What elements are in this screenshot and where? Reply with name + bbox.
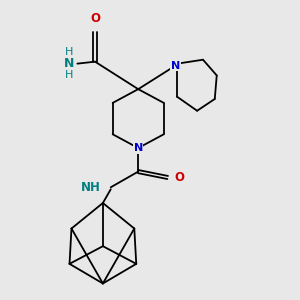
Text: O: O: [90, 12, 100, 25]
Text: H: H: [65, 70, 74, 80]
Text: N: N: [64, 57, 75, 70]
Text: H: H: [65, 47, 74, 57]
Text: N: N: [134, 143, 143, 153]
Text: NH: NH: [81, 181, 101, 194]
Text: N: N: [171, 61, 180, 70]
Text: O: O: [175, 171, 185, 184]
